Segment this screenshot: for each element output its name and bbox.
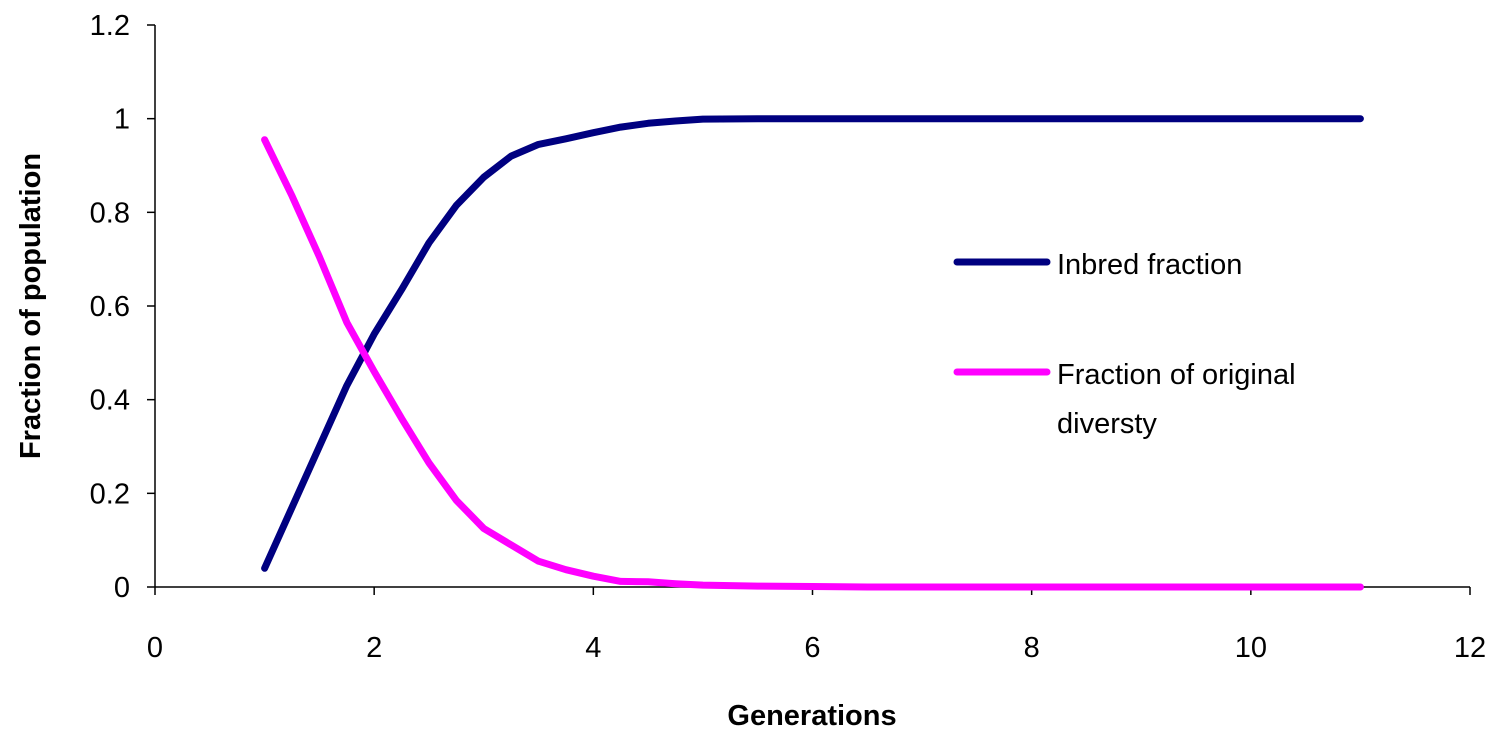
y-tick-label: 1 <box>114 104 130 136</box>
y-tick-label: 0.6 <box>90 291 130 323</box>
x-tick-label: 6 <box>804 632 820 664</box>
y-tick-label: 0.8 <box>90 197 130 229</box>
legend-label-inbred-fraction: Inbred fraction <box>1057 249 1242 281</box>
series-layer <box>261 115 1364 591</box>
series-line-inbred-fraction <box>261 115 1364 572</box>
x-axis-title: Generations <box>727 700 896 729</box>
x-tick-label: 10 <box>1235 632 1267 664</box>
axes: 0 0.2 0.4 0.6 0.8 1 1.2 0 2 4 6 8 10 12 <box>90 10 1486 664</box>
x-tick-label: 2 <box>366 632 382 664</box>
series-line-original-diversity <box>261 136 1364 591</box>
y-tick-label: 1.2 <box>90 10 130 42</box>
x-tick-label: 4 <box>585 632 601 664</box>
y-tick-label: 0 <box>114 572 130 604</box>
y-tick-label: 0.4 <box>90 385 130 417</box>
x-tick-label: 12 <box>1454 632 1486 664</box>
legend-label-original-diversity: Fraction of original diversty <box>1057 359 1296 440</box>
y-tick-label: 0.2 <box>90 478 130 510</box>
x-tick-label: 0 <box>147 632 163 664</box>
y-axis-title: Fraction of population <box>15 153 47 459</box>
legend: Inbred fraction Fraction of original diver… <box>953 249 1296 440</box>
x-tick-label: 8 <box>1024 632 1040 664</box>
